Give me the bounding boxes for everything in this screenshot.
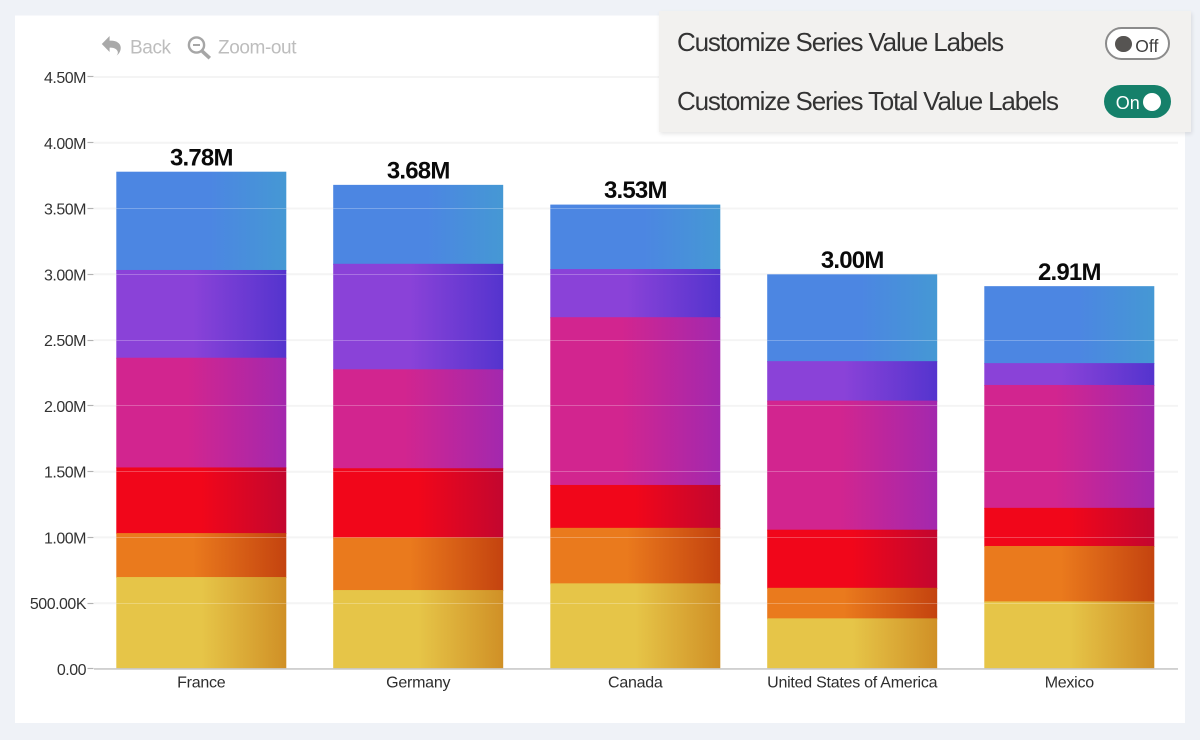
- svg-text:3.00M: 3.00M: [821, 247, 884, 274]
- svg-text:Germany: Germany: [386, 674, 450, 691]
- svg-text:4.50M: 4.50M: [44, 70, 86, 87]
- svg-text:2.91M: 2.91M: [1038, 259, 1101, 286]
- svg-text:1.00M: 1.00M: [44, 530, 86, 547]
- svg-text:4.00M: 4.00M: [44, 136, 86, 153]
- svg-text:3.50M: 3.50M: [44, 202, 86, 219]
- svg-text:Zoom-out: Zoom-out: [218, 38, 297, 59]
- svg-text:3.68M: 3.68M: [387, 158, 450, 185]
- svg-text:3.78M: 3.78M: [170, 144, 233, 171]
- svg-text:0.00: 0.00: [57, 662, 87, 679]
- svg-text:United States of America: United States of America: [767, 674, 937, 691]
- svg-text:Mexico: Mexico: [1045, 674, 1095, 691]
- svg-text:2.00M: 2.00M: [44, 399, 86, 416]
- svg-text:500.00K: 500.00K: [30, 596, 87, 613]
- svg-text:1.50M: 1.50M: [44, 465, 86, 482]
- svg-text:Back: Back: [130, 38, 172, 59]
- svg-text:Canada: Canada: [608, 674, 663, 691]
- svg-text:3.00M: 3.00M: [44, 267, 86, 284]
- svg-text:2.50M: 2.50M: [44, 333, 86, 350]
- svg-text:3.53M: 3.53M: [604, 177, 667, 204]
- svg-text:France: France: [177, 674, 226, 691]
